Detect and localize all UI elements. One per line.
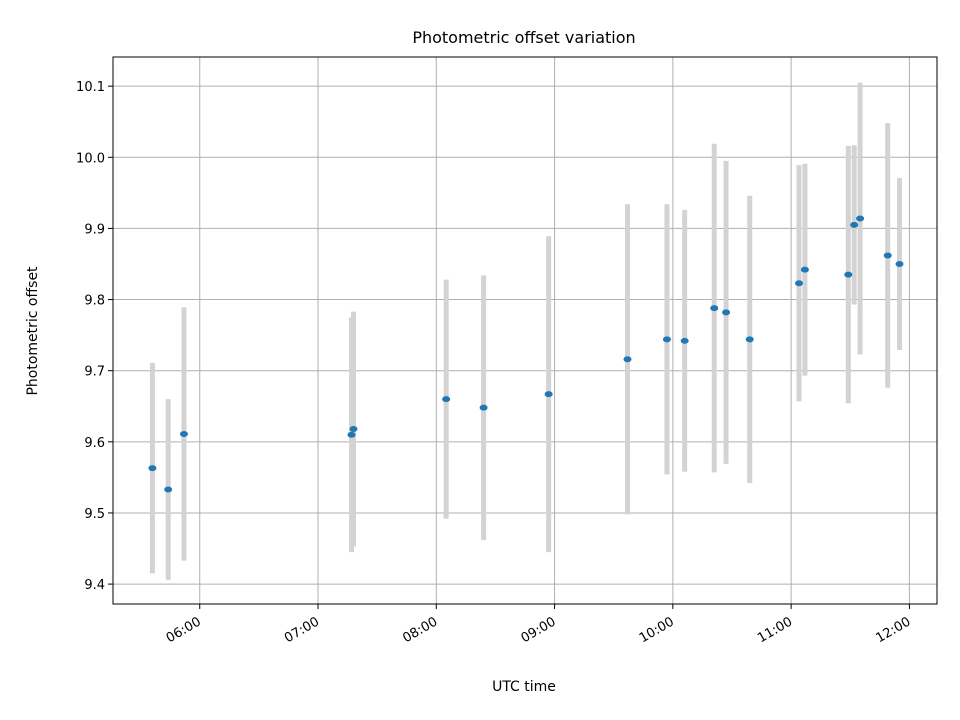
y-axis-title: Photometric offset [25,266,41,396]
data-point [148,465,157,472]
x-tick-label: 08:00 [400,614,440,646]
data-point [710,305,719,312]
y-tick-label: 9.5 [84,507,105,522]
y-axis: 9.4 9.5 9.6 9.7 9.8 9.9 10.0 10.1 [76,80,113,593]
x-axis-title: UTC time [492,679,556,695]
data-point [850,221,859,228]
data-point [349,426,358,433]
data-point [623,356,632,363]
data-point [164,486,173,493]
chart-title: Photometric offset variation [412,28,635,47]
data-point [800,266,809,273]
x-tick-label: 09:00 [519,614,559,646]
x-axis: 06:00 07:00 08:00 09:00 10:00 11:00 12:00 [164,604,913,646]
y-tick-label: 9.7 [84,365,105,380]
x-tick-label: 10:00 [637,614,677,646]
data-point [795,280,804,287]
data-point [844,271,853,278]
x-tick-label: 12:00 [873,614,913,646]
data-point [680,337,689,344]
data-point [745,336,754,343]
data-point [895,260,904,267]
data-point [347,431,356,438]
x-tick-label: 11:00 [755,614,795,646]
y-tick-label: 9.6 [84,436,105,451]
data-point [442,396,451,403]
data-point [479,404,488,411]
y-tick-label: 9.9 [84,222,105,237]
plot-frame [112,56,938,605]
data-point [662,336,671,343]
data-points [148,215,904,493]
data-point [179,430,188,437]
y-tick-label: 9.4 [84,578,105,593]
x-tick-label: 06:00 [164,614,204,646]
data-point [883,252,892,259]
data-point [722,309,731,316]
grid-lines [113,57,937,604]
y-tick-label: 9.8 [84,294,105,309]
y-tick-label: 10.0 [76,151,105,166]
data-point [544,391,553,398]
y-tick-label: 10.1 [76,80,105,95]
x-tick-label: 07:00 [282,614,322,646]
data-point [856,215,865,222]
